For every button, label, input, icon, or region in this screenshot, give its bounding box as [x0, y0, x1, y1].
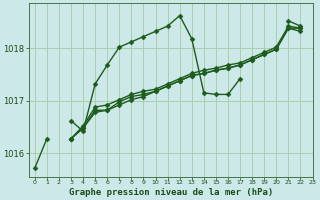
X-axis label: Graphe pression niveau de la mer (hPa): Graphe pression niveau de la mer (hPa) [68, 188, 273, 197]
